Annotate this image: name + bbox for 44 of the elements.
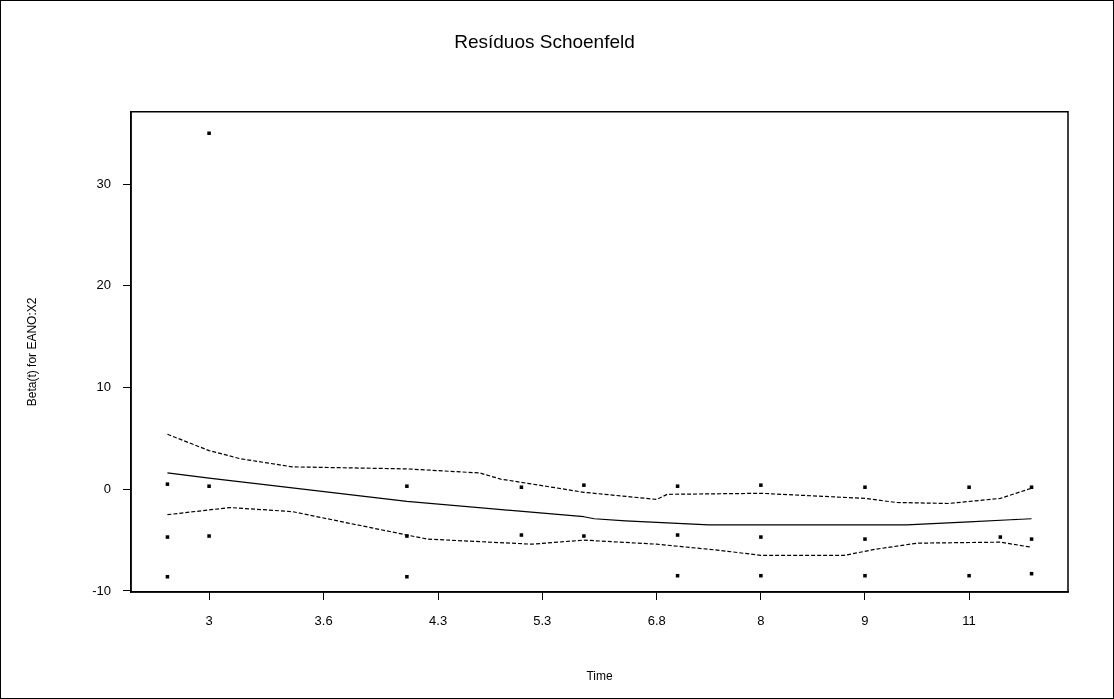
point [207,484,211,488]
line-series [166,506,1033,556]
point [863,537,867,541]
chart-title: Resíduos Schoenfeld [454,30,635,52]
x-tick-label: 5.3 [533,613,552,629]
point [863,485,867,489]
point [405,484,409,488]
point [1029,485,1034,489]
point [165,574,170,579]
point [1029,537,1034,541]
point [519,485,524,489]
x-tick-label: 4.3 [429,613,448,629]
y-tick-label: 30 [96,175,111,191]
point [759,573,763,578]
point [675,533,680,537]
x-tick-label: 3.6 [314,613,333,629]
point [967,485,971,489]
x-tick-label: 9 [861,613,869,629]
x-tick-label: 11 [962,613,976,629]
point [405,534,409,538]
point [863,573,867,578]
line-series [166,433,1033,505]
point [759,535,763,539]
point [165,535,170,539]
point [675,484,680,488]
point [759,483,763,487]
x-tick-label: 3 [205,613,213,629]
point [519,533,524,537]
x-tick-label: 8 [757,613,765,629]
x-tick-label: 6.8 [647,613,666,629]
point [207,131,211,135]
x-axis-title: Time [586,669,613,684]
point [582,534,586,538]
y-tick-label: 20 [96,277,111,293]
point [165,482,170,486]
point [967,573,971,578]
point [405,574,409,579]
point [207,534,211,538]
point [582,483,586,487]
point [998,535,1003,539]
y-tick-label: 10 [96,379,111,395]
y-tick-label: 0 [103,480,111,496]
y-tick-label: -10 [92,582,111,598]
y-axis-title: Beta(t) for EANO:X2 [24,297,39,407]
